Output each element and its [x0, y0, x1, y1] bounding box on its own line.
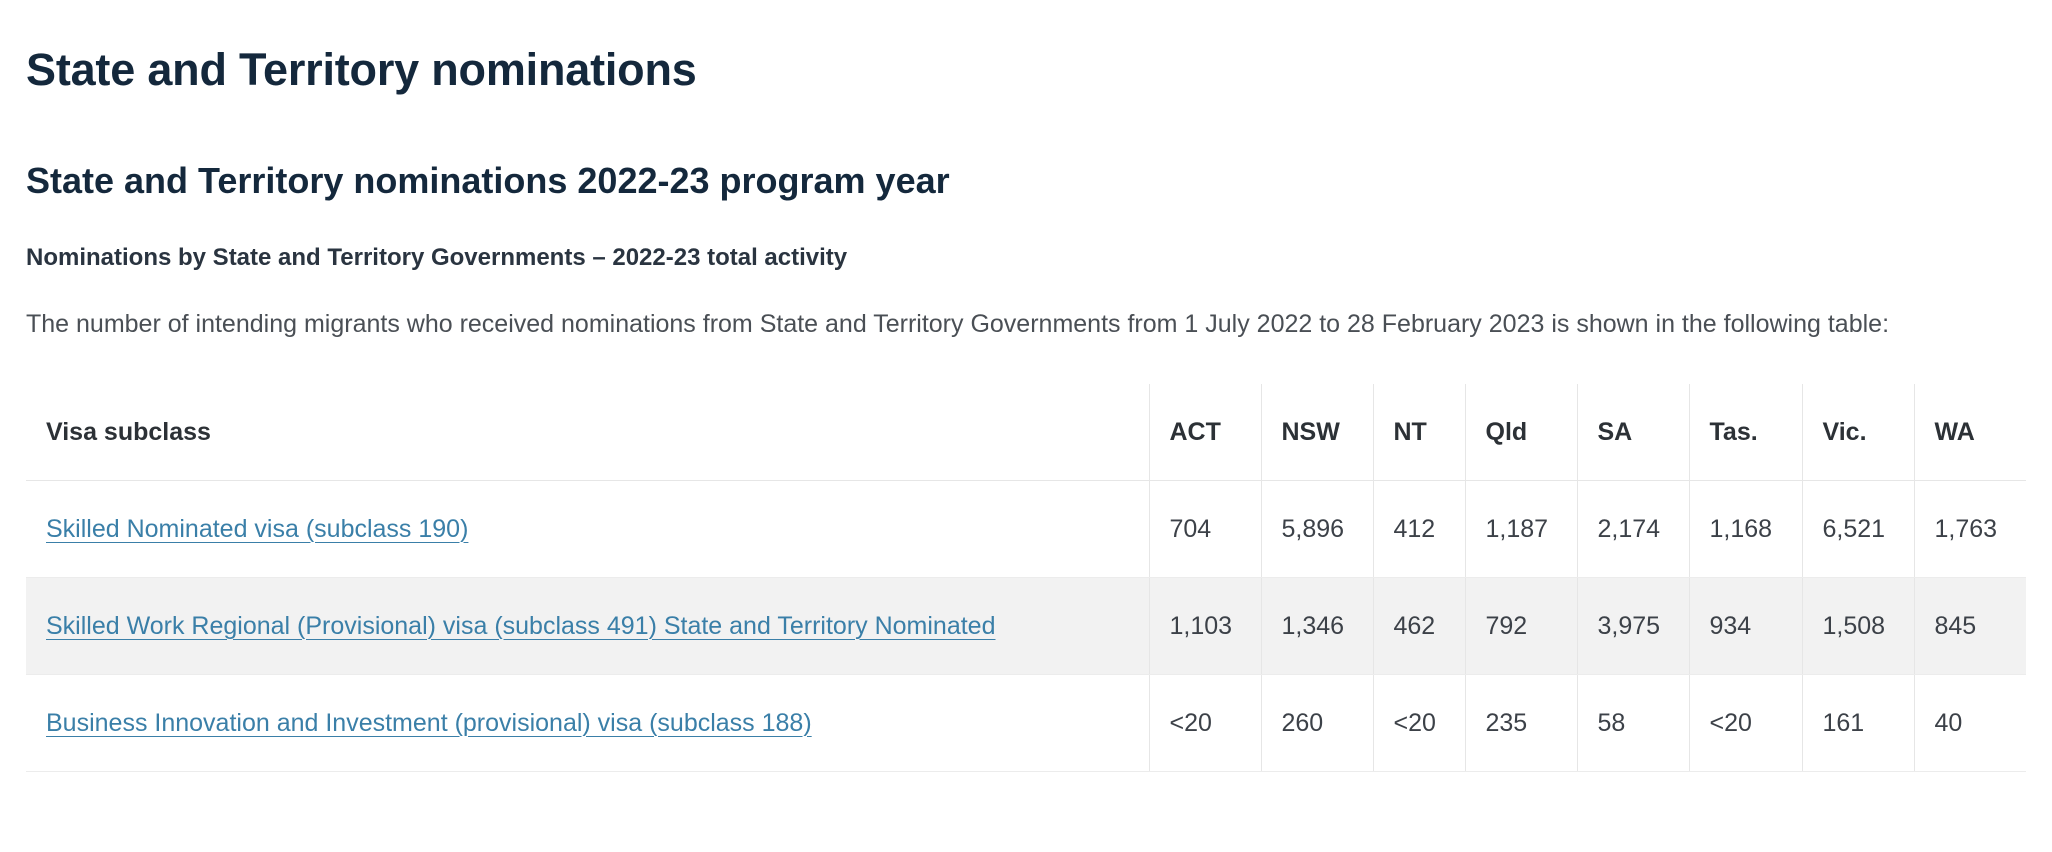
header-act: ACT	[1148, 384, 1261, 481]
table-row: Skilled Nominated visa (subclass 190) 70…	[26, 480, 2026, 578]
header-sa: SA	[1576, 384, 1689, 481]
value-cell: 1,763	[1913, 480, 2026, 578]
intro-text: The number of intending migrants who rec…	[26, 310, 1890, 338]
value-cell: 260	[1260, 674, 1373, 772]
value-cell: 845	[1913, 577, 2026, 675]
table-header-row: Visa subclass ACT NSW NT Qld SA Tas. Vic…	[26, 384, 2026, 481]
visa-cell: Business Innovation and Investment (prov…	[26, 674, 1149, 772]
header-tas: Tas.	[1688, 384, 1802, 481]
value-cell: 5,896	[1260, 480, 1373, 578]
section-title: State and Territory nominations 2022-23 …	[26, 160, 950, 201]
header-vic: Vic.	[1801, 384, 1914, 481]
visa-cell: Skilled Nominated visa (subclass 190)	[26, 480, 1149, 578]
value-cell: 3,975	[1576, 577, 1689, 675]
table-row: Skilled Work Regional (Provisional) visa…	[26, 577, 2026, 675]
visa-link-subclass-190[interactable]: Skilled Nominated visa (subclass 190)	[46, 514, 469, 543]
header-nt: NT	[1372, 384, 1465, 481]
value-cell: 161	[1801, 674, 1914, 772]
value-cell: 704	[1148, 480, 1261, 578]
subsection-title: Nominations by State and Territory Gover…	[26, 244, 848, 271]
value-cell: <20	[1372, 674, 1465, 772]
page-title: State and Territory nominations	[26, 44, 697, 95]
value-cell: 792	[1464, 577, 1577, 675]
value-cell: 235	[1464, 674, 1577, 772]
visa-link-subclass-491[interactable]: Skilled Work Regional (Provisional) visa…	[46, 611, 996, 640]
header-wa: WA	[1913, 384, 2026, 481]
value-cell: 462	[1372, 577, 1465, 675]
value-cell: 6,521	[1801, 480, 1914, 578]
value-cell: 412	[1372, 480, 1465, 578]
value-cell: 1,508	[1801, 577, 1914, 675]
table-row: Business Innovation and Investment (prov…	[26, 674, 2026, 772]
nominations-table: Visa subclass ACT NSW NT Qld SA Tas. Vic…	[26, 384, 2026, 772]
value-cell: 1,103	[1148, 577, 1261, 675]
visa-link-subclass-188[interactable]: Business Innovation and Investment (prov…	[46, 708, 812, 737]
value-cell: 1,346	[1260, 577, 1373, 675]
header-visa-subclass: Visa subclass	[26, 384, 1149, 481]
header-qld: Qld	[1464, 384, 1577, 481]
value-cell: 2,174	[1576, 480, 1689, 578]
value-cell: 58	[1576, 674, 1689, 772]
value-cell: <20	[1148, 674, 1261, 772]
value-cell: 40	[1913, 674, 2026, 772]
value-cell: 1,187	[1464, 480, 1577, 578]
value-cell: 1,168	[1688, 480, 1802, 578]
value-cell: <20	[1688, 674, 1802, 772]
header-nsw: NSW	[1260, 384, 1373, 481]
visa-cell: Skilled Work Regional (Provisional) visa…	[26, 577, 1149, 675]
value-cell: 934	[1688, 577, 1802, 675]
